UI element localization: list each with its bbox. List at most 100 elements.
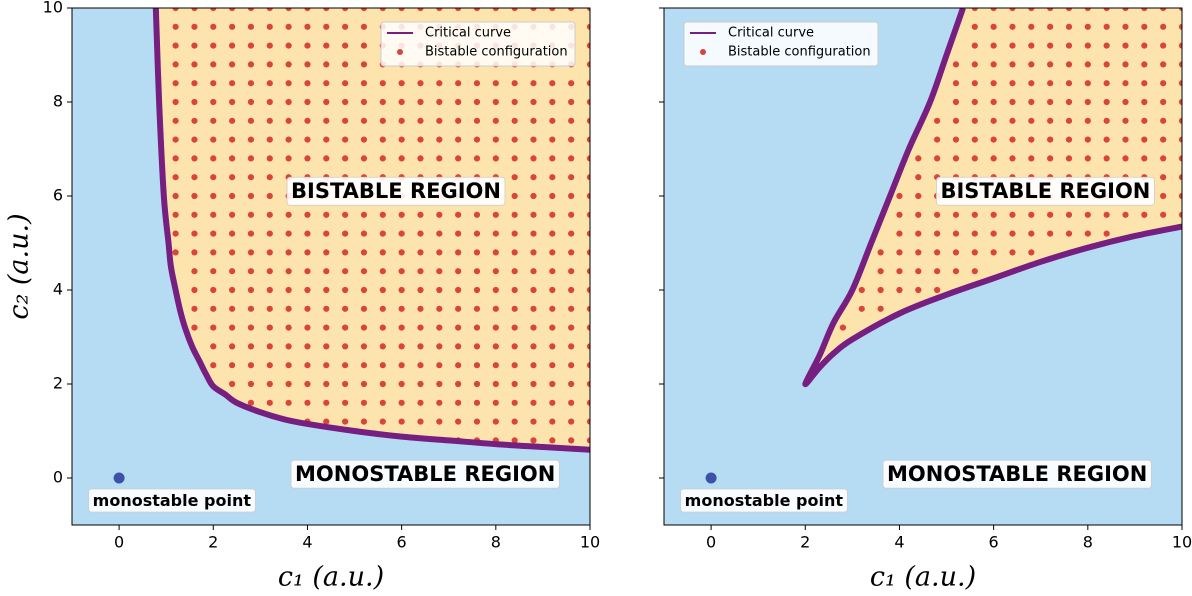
bistable-dot [285,249,292,256]
bistable-dot [1103,136,1110,143]
bistable-dot [568,80,575,87]
bistable-dot [1160,80,1167,87]
bistable-dot [492,80,499,87]
region-label: BISTABLE REGION [940,179,1150,203]
bistable-dot [379,268,386,275]
bistable-dot [530,155,537,162]
axes-frame [71,7,591,526]
bistable-dot [586,23,590,30]
bistable-dot [172,174,179,181]
bistable-dot [417,362,424,369]
bistable-dot [1141,23,1148,30]
bistable-dot [247,324,255,331]
bistable-dot [304,380,311,388]
axes-frame [663,7,1183,526]
bistable-dot [323,399,330,406]
legend: Critical curve Bistable configuration [683,21,879,67]
bistable-dot [492,324,499,331]
bistable-dot [586,399,590,406]
bistable-dot [247,230,255,237]
bistable-dot [1028,42,1035,49]
bistable-dot [1065,230,1073,237]
bistable-dot [417,155,424,162]
bistable-dot [971,23,978,30]
bistable-dot [971,268,978,275]
bistable-dot [511,418,518,425]
bistable-dot [398,136,405,143]
bistable-dot [266,42,273,49]
bistable-dot [360,399,368,406]
bistable-dot [436,305,443,312]
bistable-dot [1122,8,1129,12]
bistable-dot [285,211,292,218]
bistable-dot [858,286,865,294]
bistable-dot [915,230,922,237]
bistable-dot [971,98,978,106]
bistable-dot [229,136,236,143]
bistable-dot [511,324,518,331]
bistable-dot [511,136,518,143]
bistable-dot [1103,80,1110,87]
bistable-dot [210,42,217,49]
bistable-dot [1084,155,1091,162]
bistable-dot [915,174,922,181]
bistable-dot [342,155,349,162]
bistable-dot [492,268,499,275]
bistable-dot [586,174,590,181]
bistable-dot [417,380,424,388]
bistable-dot [1065,8,1073,12]
bistable-dot [417,211,424,218]
bistable-dot [229,305,236,312]
bistable-dot [1065,23,1073,30]
bistable-dot [360,230,368,237]
region-label: MONOSTABLE REGION [887,462,1147,486]
bistable-dot [323,362,330,369]
bistable-dot [530,192,537,200]
bistable-dot [191,117,198,124]
bistable-dot [952,155,960,162]
bistable-dot [191,42,198,49]
bistable-dot [1047,155,1054,162]
bistable-dot [304,362,311,369]
bistable-dot [247,23,255,30]
bistable-dot [1047,8,1054,12]
bistable-dot [210,286,217,294]
bistable-dot [473,249,481,256]
bistable-dot [323,155,330,162]
bistable-dot [568,174,575,181]
bistable-dot [1141,61,1148,68]
bistable-dot [323,305,330,312]
bistable-dot [1009,61,1016,68]
bistable-dot [1122,80,1129,87]
bistable-dot [417,98,424,106]
bistable-dot [455,343,462,350]
bistable-dot [247,80,255,87]
bistable-dot [1160,23,1167,30]
bistable-dot [360,155,368,162]
bistable-dot [398,418,405,425]
y-tick-label: 10 [43,0,63,17]
bistable-dot [990,249,997,256]
bistable-dot [1122,23,1129,30]
bistable-dot [1103,155,1110,162]
bistable-dot [896,192,903,200]
bistable-dot [492,136,499,143]
bistable-dot [285,117,292,124]
bistable-dot [360,23,368,30]
bistable-dot [342,8,349,12]
bistable-dot [1084,117,1091,124]
bistable-dot [530,80,537,87]
bistable-dot [379,418,386,425]
bistable-dot [455,286,462,294]
bistable-dot [247,268,255,275]
bistable-dot [323,8,330,12]
bistable-dot [172,8,179,12]
bistable-dot [247,192,255,200]
bistable-dot [568,362,575,369]
bistable-dot [304,324,311,331]
bistable-dot [530,343,537,350]
y-tick-label: 8 [53,92,63,111]
bistable-dot [877,268,884,275]
bistable-dot [1122,42,1129,49]
